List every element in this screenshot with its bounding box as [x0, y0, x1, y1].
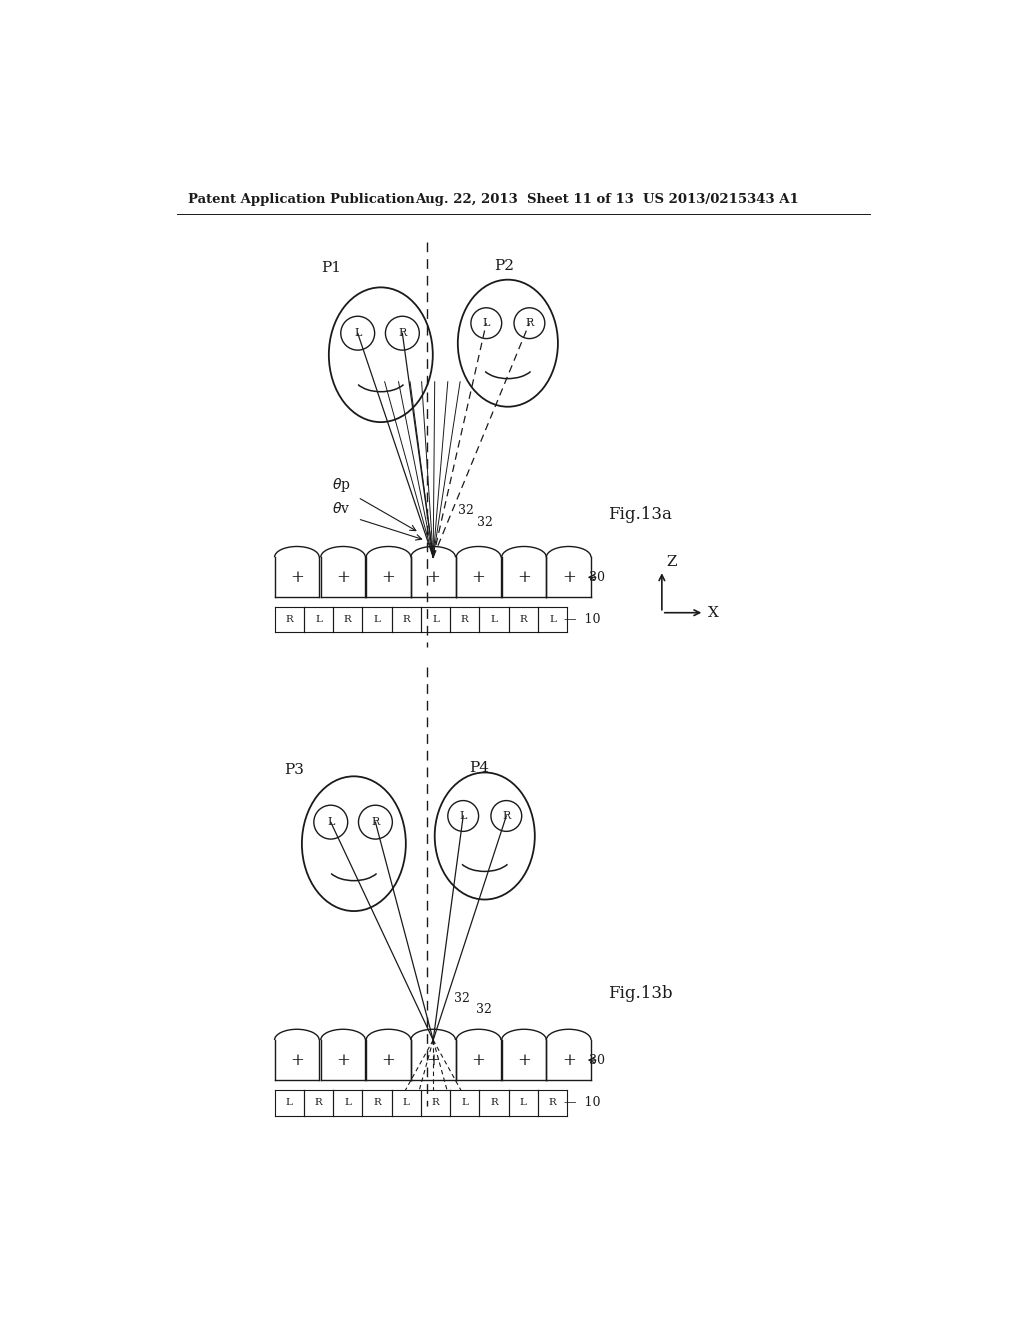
Text: R: R: [519, 615, 527, 624]
Text: P3: P3: [285, 763, 304, 777]
Text: 32: 32: [454, 991, 470, 1005]
Text: L: L: [315, 615, 322, 624]
Text: L: L: [549, 615, 556, 624]
Text: L: L: [374, 615, 380, 624]
Text: +: +: [336, 569, 350, 586]
Text: L: L: [520, 1098, 526, 1107]
Text: R: R: [372, 817, 380, 828]
Text: L: L: [344, 1098, 351, 1107]
Text: 30: 30: [590, 1053, 605, 1067]
Text: US 2013/0215343 A1: US 2013/0215343 A1: [643, 193, 799, 206]
Text: $\theta$v: $\theta$v: [333, 500, 350, 516]
Text: Aug. 22, 2013  Sheet 11 of 13: Aug. 22, 2013 Sheet 11 of 13: [416, 193, 634, 206]
Text: R: R: [490, 1098, 498, 1107]
Text: $\theta$p: $\theta$p: [333, 477, 351, 495]
Text: +: +: [290, 1052, 304, 1069]
Text: 32: 32: [458, 504, 474, 517]
Text: R: R: [502, 810, 510, 821]
Text: +: +: [562, 569, 575, 586]
Text: +: +: [472, 1052, 485, 1069]
Text: Patent Application Publication: Patent Application Publication: [188, 193, 415, 206]
Text: +: +: [562, 1052, 575, 1069]
Text: —  10: — 10: [564, 612, 600, 626]
Text: R: R: [344, 615, 351, 624]
Text: +: +: [382, 569, 395, 586]
Text: L: L: [482, 318, 490, 329]
Text: 30: 30: [590, 570, 605, 583]
Text: P2: P2: [494, 259, 514, 273]
Text: P4: P4: [469, 762, 489, 775]
Text: R: R: [314, 1098, 323, 1107]
Text: R: R: [398, 329, 407, 338]
Text: R: R: [525, 318, 534, 329]
Text: R: R: [373, 1098, 381, 1107]
Text: L: L: [461, 1098, 468, 1107]
Text: +: +: [426, 1052, 440, 1069]
Text: L: L: [286, 1098, 293, 1107]
Text: +: +: [517, 1052, 531, 1069]
Text: 32: 32: [475, 1003, 492, 1016]
Text: +: +: [472, 569, 485, 586]
Text: L: L: [490, 615, 498, 624]
Text: R: R: [402, 615, 410, 624]
Text: R: R: [431, 1098, 439, 1107]
Text: R: R: [549, 1098, 556, 1107]
Text: Z: Z: [667, 556, 677, 569]
Text: R: R: [461, 615, 469, 624]
Text: L: L: [327, 817, 335, 828]
Text: P1: P1: [321, 261, 341, 276]
Text: +: +: [336, 1052, 350, 1069]
Text: +: +: [290, 569, 304, 586]
Text: +: +: [382, 1052, 395, 1069]
Text: L: L: [460, 810, 467, 821]
Text: Fig.13b: Fig.13b: [608, 985, 673, 1002]
Text: +: +: [426, 569, 440, 586]
Text: R: R: [286, 615, 293, 624]
Text: —  10: — 10: [564, 1097, 600, 1109]
Text: 32: 32: [477, 516, 493, 529]
Text: L: L: [432, 615, 439, 624]
Text: +: +: [517, 569, 531, 586]
Text: X: X: [708, 606, 719, 619]
Text: L: L: [354, 329, 361, 338]
Text: Fig.13a: Fig.13a: [608, 506, 672, 523]
Text: L: L: [402, 1098, 410, 1107]
